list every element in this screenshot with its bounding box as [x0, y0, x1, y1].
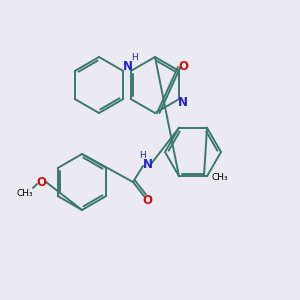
- Text: H: H: [140, 151, 146, 160]
- Text: H: H: [130, 52, 137, 62]
- Text: N: N: [178, 97, 188, 110]
- Text: O: O: [142, 194, 152, 206]
- Text: O: O: [36, 176, 46, 188]
- Text: O: O: [178, 61, 188, 74]
- Text: N: N: [143, 158, 153, 170]
- Text: CH₃: CH₃: [212, 173, 229, 182]
- Text: N: N: [123, 61, 133, 74]
- Text: CH₃: CH₃: [17, 190, 33, 199]
